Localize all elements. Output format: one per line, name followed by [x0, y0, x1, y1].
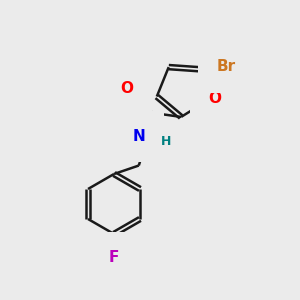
Text: H: H [160, 135, 171, 148]
Text: O: O [121, 81, 134, 96]
Text: N: N [132, 129, 145, 144]
Text: O: O [208, 91, 221, 106]
Text: Br: Br [216, 59, 236, 74]
Text: F: F [109, 250, 119, 265]
